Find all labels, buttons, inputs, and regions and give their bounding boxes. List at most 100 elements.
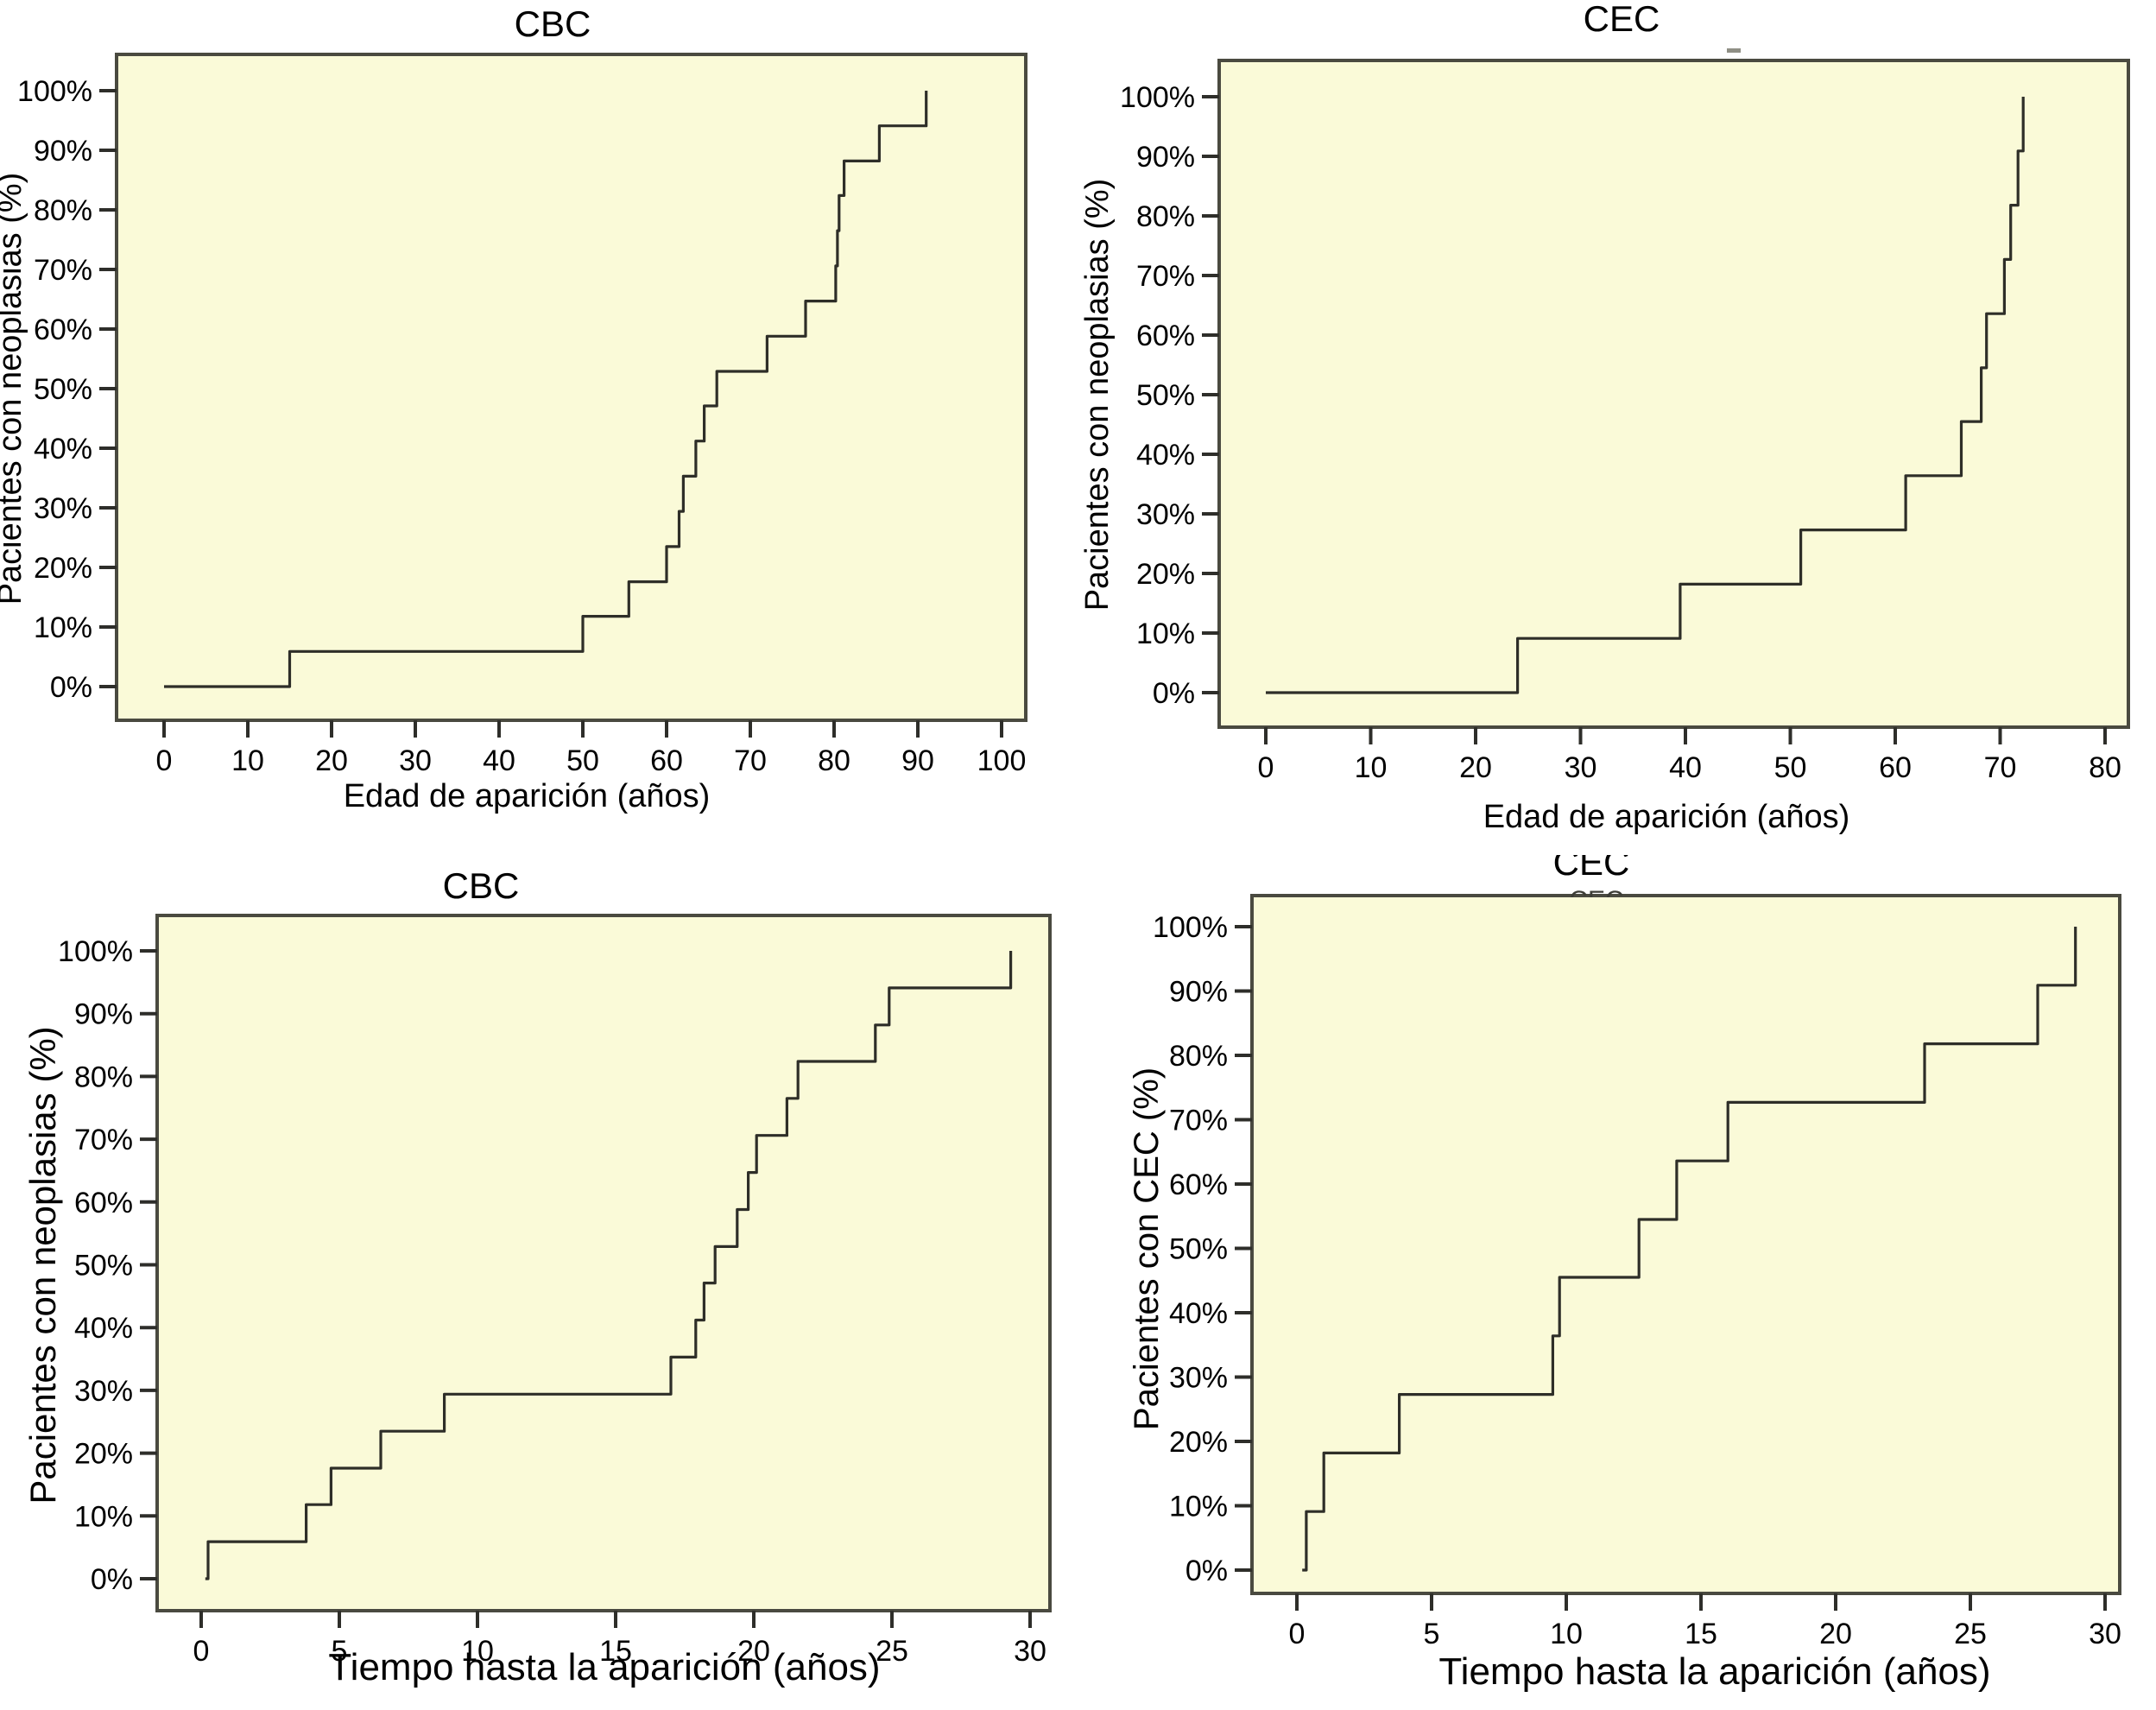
y-tick-label: 0% (91, 1563, 133, 1596)
y-tick-label: 0% (1185, 1555, 1228, 1587)
x-axis-title: Tiempo hasta la aparición (años) (1438, 1650, 1990, 1693)
y-tick-label: 90% (34, 135, 92, 168)
y-tick-label: 80% (1136, 200, 1195, 233)
y-tick-label: 20% (34, 552, 92, 585)
step-curve (1302, 927, 2077, 1572)
x-tick-label: 15 (599, 1635, 632, 1668)
y-axis-title: Pacientes con CEC (%) (1128, 1067, 1166, 1430)
y-tick-label: 60% (1169, 1168, 1228, 1201)
y-axis-title: Pacientes con neoplasias (%) (22, 1026, 63, 1504)
y-axis-title: Pacientes con neoplasias (%) (1079, 179, 1116, 611)
y-tick-label: 10% (74, 1500, 133, 1533)
x-tick-label: 10 (1550, 1618, 1583, 1650)
x-tick-label: 40 (1669, 751, 1702, 784)
x-tick-label: 50 (1774, 751, 1807, 784)
y-tick-label: 50% (1169, 1233, 1228, 1266)
y-tick-label: 70% (74, 1124, 133, 1156)
y-tick-label: 30% (1169, 1362, 1228, 1395)
x-tick-label: 100 (977, 744, 1027, 777)
x-tick-label: 5 (332, 1635, 348, 1668)
x-tick-label: 10 (1355, 751, 1388, 784)
panel-cbc-edad: 0 10 20 30 40 50 60 70 80 90 100 0% 10% 20% 30% 40% 50% 6… (0, 0, 1078, 855)
y-tick-label: 50% (1136, 379, 1195, 412)
y-tick-label: 100% (1120, 81, 1195, 114)
chart-cbc-edad: 0 10 20 30 40 50 60 70 80 90 100 0% 10% 20% 30% 40% 50% 6… (0, 3, 1027, 814)
y-tick-label: 20% (1136, 558, 1195, 591)
panel-cbc-tiempo: 0 5 10 15 20 25 30 0% 10% 20% 30% 40% 50% 60% 70% 80% 90… (0, 855, 1078, 1710)
y-tick-label: 10% (1136, 618, 1195, 650)
y-tick-label: 60% (74, 1187, 133, 1219)
step-curve (164, 91, 928, 688)
y-tick-label: 80% (1169, 1040, 1228, 1073)
y-tick-label: 40% (1136, 439, 1195, 472)
stray-dash-artifact (1727, 48, 1741, 53)
x-tick-label: 50 (566, 744, 599, 777)
y-tick-label: 30% (34, 492, 92, 525)
x-tick-label: 70 (1984, 751, 2017, 784)
y-tick-label: 100% (17, 75, 92, 108)
step-curve (1266, 97, 2025, 694)
x-tick-label: 60 (650, 744, 683, 777)
x-axis-title: Edad de aparición (años) (344, 778, 711, 814)
y-tick-label: 0% (1153, 677, 1195, 710)
x-tick-label: 30 (399, 744, 432, 777)
chart-title: CEC (1553, 855, 1630, 883)
x-tick-label: 60 (1879, 751, 1912, 784)
x-tick-label: 80 (818, 744, 850, 777)
y-tick-label: 70% (34, 254, 92, 287)
x-tick-label: 20 (1819, 1618, 1852, 1650)
y-tick-label: 30% (1136, 498, 1195, 531)
y-axis-title: Pacientes con neoplasias (%) (0, 173, 28, 605)
x-tick-label: 20 (315, 744, 348, 777)
x-tick-label: 70 (734, 744, 767, 777)
plot-area (1250, 894, 2121, 1595)
chart-cec-tiempo: 0 5 10 15 20 25 30 0% 10% 20% 30% 40% 50% 60% 70% 80% 90… (1128, 855, 2121, 1693)
x-tick-label: 40 (483, 744, 515, 777)
x-tick-label: 0 (1289, 1618, 1306, 1650)
x-tick-label: 0 (156, 744, 173, 777)
panel-cec-tiempo: 0 5 10 15 20 25 30 0% 10% 20% 30% 40% 50% 60% 70% 80% 90… (1078, 855, 2156, 1710)
y-tick-label: 40% (74, 1312, 133, 1345)
chart-cec-edad: 0 10 20 30 40 50 60 70 80 0% 10% 20% 30% 40% 50% 60% 70%… (1079, 0, 2130, 835)
plot-area (1217, 59, 2130, 729)
x-tick-label: 90 (901, 744, 934, 777)
x-tick-label: 20 (737, 1635, 770, 1668)
y-tick-label: 80% (74, 1061, 133, 1093)
y-tick-label: 100% (58, 935, 133, 968)
x-tick-label: 25 (876, 1635, 908, 1668)
x-axis-title: Edad de aparición (años) (1483, 799, 1850, 835)
x-tick-label: 20 (1459, 751, 1492, 784)
plot-area (115, 53, 1027, 722)
x-tick-label: 0 (1258, 751, 1274, 784)
y-tick-label: 10% (34, 611, 92, 644)
x-tick-label: 5 (1424, 1618, 1440, 1650)
x-tick-label: 30 (1014, 1635, 1046, 1668)
plot-area (155, 914, 1052, 1612)
y-tick-label: 40% (1169, 1297, 1228, 1330)
x-tick-label: 30 (2089, 1618, 2121, 1650)
y-tick-label: 100% (1153, 911, 1228, 944)
clipped-text-artifact: CEC (1569, 886, 1623, 915)
y-tick-label: 60% (34, 314, 92, 346)
chart-cbc-tiempo: 0 5 10 15 20 25 30 0% 10% 20% 30% 40% 50% 60% 70% 80% 90… (22, 865, 1052, 1688)
x-tick-label: 0 (193, 1635, 210, 1668)
x-tick-label: 10 (461, 1635, 494, 1668)
y-tick-label: 70% (1136, 260, 1195, 293)
x-tick-label: 10 (231, 744, 264, 777)
x-tick-label: 80 (2089, 751, 2121, 784)
x-tick-label: 25 (1954, 1618, 1987, 1650)
step-curve (205, 951, 1013, 1580)
chart-title: CBC (515, 3, 591, 44)
y-tick-label: 80% (34, 194, 92, 227)
y-tick-label: 90% (1169, 976, 1228, 1009)
x-tick-label: 30 (1565, 751, 1597, 784)
y-tick-label: 20% (74, 1438, 133, 1471)
chart-title: CEC (1584, 0, 1660, 39)
y-tick-label: 50% (74, 1250, 133, 1282)
y-tick-label: 20% (1169, 1426, 1228, 1459)
y-tick-label: 70% (1169, 1105, 1228, 1137)
y-tick-label: 30% (74, 1375, 133, 1408)
panel-cec-edad: 0 10 20 30 40 50 60 70 80 0% 10% 20% 30% 40% 50% 60% 70%… (1078, 0, 2156, 855)
y-tick-label: 50% (34, 373, 92, 406)
y-tick-label: 90% (1136, 141, 1195, 174)
